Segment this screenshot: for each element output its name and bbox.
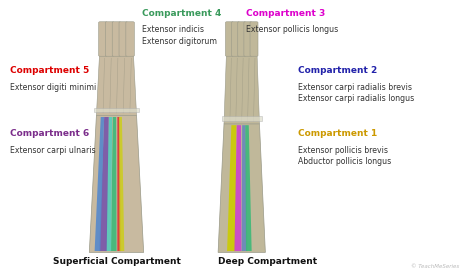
Polygon shape — [235, 125, 241, 251]
Text: Compartment 1: Compartment 1 — [299, 129, 378, 138]
FancyBboxPatch shape — [99, 22, 107, 56]
Polygon shape — [95, 117, 104, 251]
Text: Extensor carpi ulnaris: Extensor carpi ulnaris — [10, 146, 96, 155]
Text: Compartment 3: Compartment 3 — [246, 9, 326, 18]
Polygon shape — [227, 125, 237, 251]
Polygon shape — [89, 116, 144, 252]
FancyBboxPatch shape — [238, 22, 246, 56]
FancyBboxPatch shape — [112, 22, 121, 56]
Text: Deep Compartment: Deep Compartment — [218, 257, 317, 266]
Text: Extensor pollicis brevis
Abductor pollicis longus: Extensor pollicis brevis Abductor pollic… — [299, 146, 392, 166]
Polygon shape — [119, 117, 124, 251]
FancyBboxPatch shape — [105, 22, 114, 56]
Text: Compartment 2: Compartment 2 — [299, 66, 378, 75]
Polygon shape — [218, 124, 265, 252]
FancyBboxPatch shape — [119, 22, 128, 56]
Polygon shape — [96, 56, 137, 116]
Polygon shape — [246, 125, 252, 251]
Polygon shape — [99, 117, 109, 251]
FancyBboxPatch shape — [250, 22, 258, 56]
Text: Extensor carpi radialis brevis
Extensor carpi radialis longus: Extensor carpi radialis brevis Extensor … — [299, 83, 415, 103]
FancyBboxPatch shape — [244, 22, 252, 56]
Text: Extensor digiti minimi: Extensor digiti minimi — [10, 83, 96, 92]
Polygon shape — [117, 117, 121, 251]
Polygon shape — [242, 125, 247, 251]
Text: Superficial Compartment: Superficial Compartment — [53, 257, 181, 266]
Text: Compartment 5: Compartment 5 — [10, 66, 90, 75]
Bar — [94, 108, 139, 112]
Text: Extensor indicis
Extensor digitorum: Extensor indicis Extensor digitorum — [143, 25, 218, 46]
Polygon shape — [224, 56, 259, 124]
Text: © TeachMeSeries: © TeachMeSeries — [411, 264, 459, 269]
FancyBboxPatch shape — [226, 22, 233, 56]
Text: Extensor pollicis longus: Extensor pollicis longus — [246, 25, 339, 34]
Text: Compartment 6: Compartment 6 — [10, 129, 90, 138]
FancyBboxPatch shape — [232, 22, 239, 56]
Polygon shape — [106, 117, 112, 251]
Bar — [222, 116, 262, 120]
Text: Compartment 4: Compartment 4 — [143, 9, 222, 18]
FancyBboxPatch shape — [126, 22, 134, 56]
Polygon shape — [111, 117, 117, 251]
